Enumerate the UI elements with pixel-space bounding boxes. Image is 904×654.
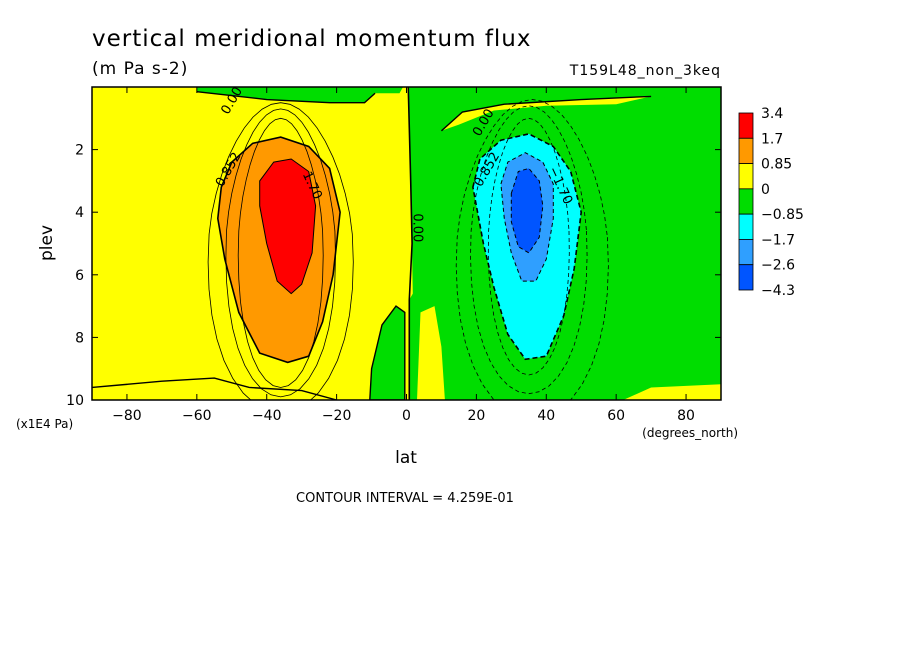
x-tick-label-1: −60 bbox=[182, 408, 212, 424]
filled-contours bbox=[92, 87, 721, 400]
colorbar-label-0: 3.4 bbox=[761, 106, 783, 122]
contour-zero-bottom-south bbox=[92, 377, 337, 400]
chart-title: vertical meridional momentum flux bbox=[92, 26, 532, 52]
colorbar: 3.4 1.7 0.85 0 −0.85 −1.7 −2.6 −4.3 bbox=[738, 106, 804, 299]
y-axis-ticks: 2 4 6 8 10 bbox=[66, 143, 721, 409]
contour-positive-bold bbox=[216, 136, 341, 364]
contour-negative-inner bbox=[500, 152, 554, 282]
y-tick-label-0: 2 bbox=[75, 143, 84, 159]
colorbar-label-5: −1.7 bbox=[761, 232, 795, 248]
fill-region-negative-equator bbox=[369, 306, 405, 400]
x-tick-label-2: −40 bbox=[252, 408, 282, 424]
x-tick-label-6: 40 bbox=[537, 408, 555, 424]
x-axis-title: lat bbox=[395, 448, 417, 468]
y-tick-label-3: 8 bbox=[75, 330, 84, 346]
colorbar-swatch-3 bbox=[738, 188, 754, 215]
x-tick-label-5: 20 bbox=[467, 408, 485, 424]
contour-negative-0 bbox=[487, 117, 570, 376]
contour-zero-equator bbox=[407, 87, 413, 400]
y-axis-title: plev bbox=[37, 225, 57, 261]
x-tick-label-8: 80 bbox=[677, 408, 695, 424]
contour-positive-inner bbox=[259, 158, 317, 295]
y-tick-label-1: 4 bbox=[75, 205, 84, 221]
contour-zero-south-tongue bbox=[369, 305, 406, 400]
colorbar-swatch-4 bbox=[738, 213, 754, 240]
x-tick-label-7: 60 bbox=[607, 408, 625, 424]
colorbar-swatch-1 bbox=[738, 137, 754, 164]
colorbar-label-6: −2.6 bbox=[761, 258, 795, 274]
contour-negative-core bbox=[510, 167, 544, 254]
contour-negative-bold bbox=[472, 133, 583, 361]
contour-positive-2 bbox=[207, 102, 354, 400]
colorbar-label-7: −4.3 bbox=[761, 283, 795, 299]
x-axis-unit-note: (degrees_north) bbox=[642, 426, 738, 440]
fill-region-negative-top bbox=[92, 87, 403, 103]
chart-units: (m Pa s-2) bbox=[92, 59, 188, 79]
contour-positive-0 bbox=[237, 117, 324, 388]
contour-zero-top-north bbox=[440, 95, 652, 132]
x-tick-label-3: −20 bbox=[322, 408, 352, 424]
colorbar-label-4: −0.85 bbox=[761, 207, 804, 223]
y-tick-label-2: 6 bbox=[75, 268, 84, 284]
y-axis-unit-note: (x1E4 Pa) bbox=[16, 417, 73, 431]
colorbar-label-2: 0.85 bbox=[761, 157, 792, 173]
colorbar-swatch-5 bbox=[738, 239, 754, 266]
colorbar-swatch-6 bbox=[738, 264, 754, 291]
x-tick-label-4: 0 bbox=[402, 408, 411, 424]
contour-interval-label: CONTOUR INTERVAL = 4.259E-01 bbox=[296, 491, 514, 506]
contour-label-3: 0.00 bbox=[409, 213, 424, 242]
fill-region-negative-level-3 bbox=[511, 168, 543, 253]
fill-region-green-top-north bbox=[441, 87, 721, 128]
colorbar-swatch-2 bbox=[738, 163, 754, 190]
contour-negative-2 bbox=[455, 99, 609, 400]
contour-negative-1 bbox=[470, 105, 588, 395]
run-label: T159L48_non_3keq bbox=[569, 63, 721, 79]
colorbar-label-1: 1.7 bbox=[761, 131, 783, 147]
plot-area: 0.000.852 1.700.000.000.852 −1.70 bbox=[91, 85, 722, 401]
contour-zero-top-south bbox=[196, 90, 376, 104]
colorbar-label-3: 0 bbox=[761, 182, 770, 198]
contour-lines bbox=[92, 87, 652, 400]
x-tick-label-0: −80 bbox=[112, 408, 142, 424]
fill-region-positive-level-2 bbox=[259, 159, 316, 294]
y-tick-label-4: 10 bbox=[66, 393, 84, 409]
contour-positive-1 bbox=[225, 108, 336, 398]
fill-region-positive-pole bbox=[623, 384, 721, 400]
x-axis-ticks: −80 −60 −40 −20 0 20 40 60 80 bbox=[112, 87, 695, 424]
colorbar-swatch-0 bbox=[738, 112, 754, 139]
